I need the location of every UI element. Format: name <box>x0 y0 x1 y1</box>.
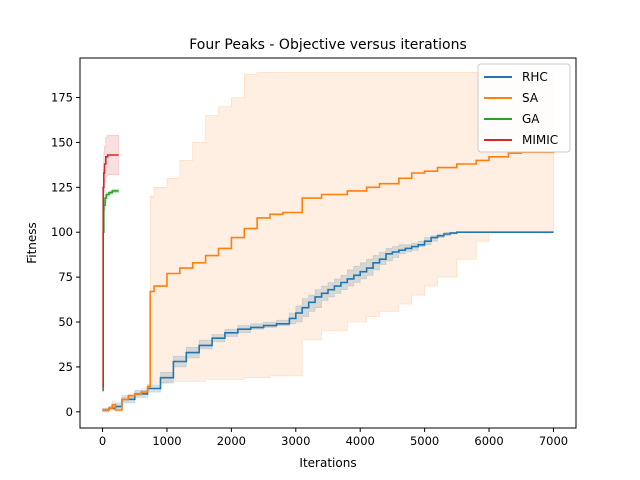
x-tick-label: 6000 <box>474 434 503 448</box>
y-tick-label: 125 <box>51 180 73 194</box>
band-ga <box>102 188 119 393</box>
y-tick-label: 175 <box>51 91 73 105</box>
plot-area <box>102 72 555 413</box>
y-tick-label: 75 <box>58 270 73 284</box>
y-tick-label: 0 <box>66 405 73 419</box>
y-tick-label: 25 <box>58 360 73 374</box>
y-axis: 0 25 50 75 100 125 150 175 <box>51 91 80 419</box>
series-line-mimic <box>102 154 119 388</box>
legend: RHC SA GA MIMIC <box>477 63 571 153</box>
legend-label-sa: SA <box>522 91 539 105</box>
legend-label-mimic: MIMIC <box>522 133 558 147</box>
chart-title: Four Peaks - Objective versus iterations <box>189 37 467 53</box>
legend-box <box>477 63 571 153</box>
legend-label-rhc: RHC <box>522 70 548 84</box>
plot-frame <box>79 57 577 429</box>
x-tick-label: 5000 <box>410 434 439 448</box>
series-line-ga <box>102 190 119 392</box>
y-tick-label: 100 <box>51 225 73 239</box>
x-tick-label: 2000 <box>217 434 246 448</box>
y-axis-label: Fitness <box>25 222 39 264</box>
y-tick-label: 50 <box>58 315 73 329</box>
series-line-rhc <box>102 231 554 411</box>
x-tick-label: 1000 <box>152 434 181 448</box>
x-tick-label: 7000 <box>539 434 568 448</box>
x-tick-label: 0 <box>99 434 106 448</box>
series-line-sa <box>102 151 555 411</box>
legend-label-ga: GA <box>522 112 540 126</box>
x-axis-label: Iterations <box>299 456 356 470</box>
x-tick-label: 3000 <box>281 434 310 448</box>
y-tick-label: 150 <box>51 135 73 149</box>
x-axis: 0 1000 2000 3000 4000 5000 6000 7000 <box>99 428 568 448</box>
x-tick-label: 4000 <box>346 434 375 448</box>
band-mimic <box>102 134 119 391</box>
